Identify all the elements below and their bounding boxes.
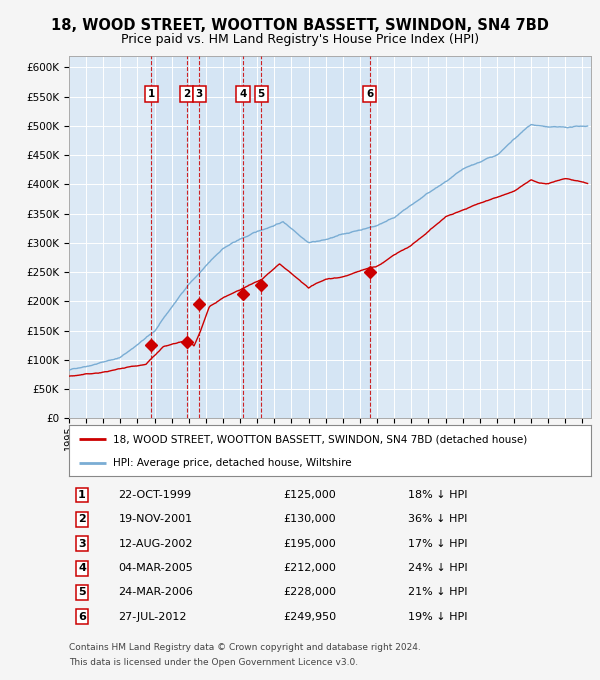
- Text: 22-OCT-1999: 22-OCT-1999: [119, 490, 192, 500]
- Text: 3: 3: [196, 89, 203, 99]
- Text: 5: 5: [257, 89, 265, 99]
- Text: 19-NOV-2001: 19-NOV-2001: [119, 514, 193, 524]
- Text: 21% ↓ HPI: 21% ↓ HPI: [409, 588, 468, 598]
- Text: 2: 2: [183, 89, 191, 99]
- Text: 17% ↓ HPI: 17% ↓ HPI: [409, 539, 468, 549]
- Text: 24-MAR-2006: 24-MAR-2006: [119, 588, 193, 598]
- Text: 1: 1: [148, 89, 155, 99]
- Text: 4: 4: [239, 89, 247, 99]
- Text: 12-AUG-2002: 12-AUG-2002: [119, 539, 193, 549]
- Text: £212,000: £212,000: [283, 563, 336, 573]
- Text: HPI: Average price, detached house, Wiltshire: HPI: Average price, detached house, Wilt…: [113, 458, 352, 469]
- Text: 6: 6: [78, 612, 86, 622]
- Text: 04-MAR-2005: 04-MAR-2005: [119, 563, 193, 573]
- Text: £228,000: £228,000: [283, 588, 336, 598]
- Text: £130,000: £130,000: [283, 514, 335, 524]
- Text: 2: 2: [78, 514, 86, 524]
- Text: 6: 6: [366, 89, 373, 99]
- Text: 5: 5: [78, 588, 86, 598]
- Text: £125,000: £125,000: [283, 490, 336, 500]
- Text: 18% ↓ HPI: 18% ↓ HPI: [409, 490, 468, 500]
- Text: 36% ↓ HPI: 36% ↓ HPI: [409, 514, 467, 524]
- Text: 24% ↓ HPI: 24% ↓ HPI: [409, 563, 468, 573]
- Text: £249,950: £249,950: [283, 612, 336, 622]
- Text: 18, WOOD STREET, WOOTTON BASSETT, SWINDON, SN4 7BD: 18, WOOD STREET, WOOTTON BASSETT, SWINDO…: [51, 18, 549, 33]
- Text: 4: 4: [78, 563, 86, 573]
- Text: 19% ↓ HPI: 19% ↓ HPI: [409, 612, 468, 622]
- Text: 3: 3: [78, 539, 86, 549]
- Text: Contains HM Land Registry data © Crown copyright and database right 2024.: Contains HM Land Registry data © Crown c…: [69, 643, 421, 651]
- Text: 1: 1: [78, 490, 86, 500]
- Text: This data is licensed under the Open Government Licence v3.0.: This data is licensed under the Open Gov…: [69, 658, 358, 666]
- Text: 27-JUL-2012: 27-JUL-2012: [119, 612, 187, 622]
- Text: £195,000: £195,000: [283, 539, 336, 549]
- Bar: [151, 56, 370, 418]
- Text: 18, WOOD STREET, WOOTTON BASSETT, SWINDON, SN4 7BD (detached house): 18, WOOD STREET, WOOTTON BASSETT, SWINDO…: [113, 435, 527, 444]
- Text: Price paid vs. HM Land Registry's House Price Index (HPI): Price paid vs. HM Land Registry's House …: [121, 33, 479, 46]
